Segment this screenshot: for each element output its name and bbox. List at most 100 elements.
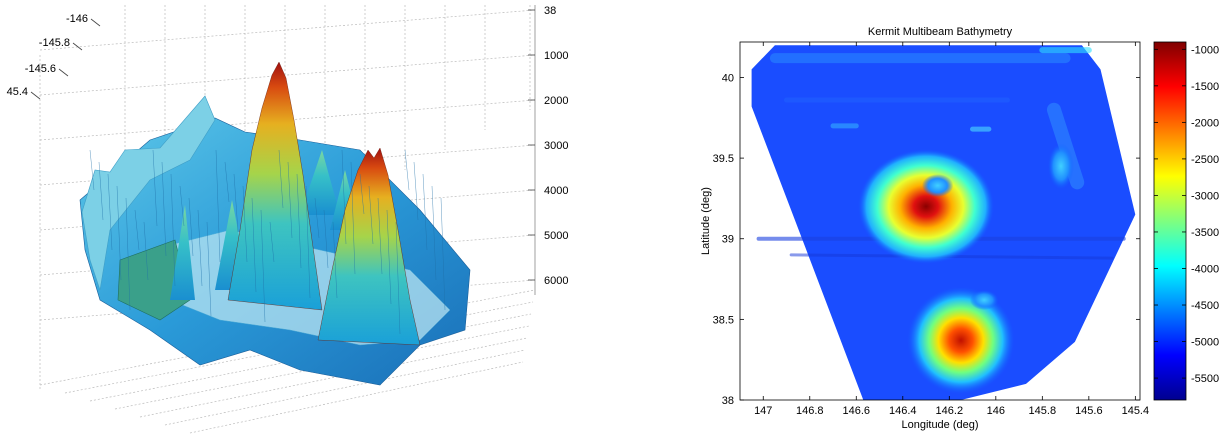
ridge-line <box>125 197 131 311</box>
grid-line <box>39 54 536 96</box>
ridge-line <box>305 185 311 299</box>
colorbar-tick-label: -2000 <box>1191 117 1219 129</box>
x-tick-label: 147 <box>754 405 772 417</box>
chart-title: Kermit Multibeam Bathymetry <box>868 26 1013 38</box>
ridge-line <box>296 173 302 269</box>
ridge-line <box>233 173 239 233</box>
y-axis-label: Latitude (deg) <box>700 187 712 255</box>
x-tick-mark <box>90 18 101 27</box>
colorbar-tick-label: -3500 <box>1191 227 1219 239</box>
z-tick-label: 5000 <box>544 230 568 242</box>
ridge-line <box>107 173 113 251</box>
x-tick-label: 145.8 <box>1029 405 1057 417</box>
z-tick-label: 2000 <box>544 95 568 107</box>
ridge-line <box>341 149 347 245</box>
colorbar-ticks: -1000 -1500 -2000 -2500 -3000 -3500 -4000 -4500… <box>1154 44 1219 385</box>
y-tick-label: 39 <box>722 234 734 246</box>
terrain-west-ridge <box>81 95 216 291</box>
bathymetry-feature <box>858 149 994 264</box>
x-tick-label: 146.8 <box>796 405 824 417</box>
ridge-line <box>242 185 248 263</box>
x-tick-label: 45.4 <box>7 86 28 98</box>
colorbar-tick-label: -2500 <box>1191 154 1219 166</box>
ridge-line <box>197 209 203 287</box>
x-tick-label: -145.8 <box>39 37 70 49</box>
bathymetry-features <box>858 143 1074 394</box>
y-tick-label: 38 <box>722 395 734 407</box>
ridge-line <box>143 221 149 281</box>
colorbar-tick-label: -1500 <box>1191 81 1219 93</box>
bathymetry-feature <box>907 286 1015 394</box>
ridge-line <box>431 185 437 281</box>
ridge-line <box>116 185 122 281</box>
ridge-line <box>152 149 158 227</box>
y-tick-label: 38.5 <box>713 314 734 326</box>
y-axis: 38 38.5 39 39.5 40 <box>713 72 1140 407</box>
ridge-line <box>287 161 293 239</box>
y-tick-label: 39.5 <box>713 153 734 165</box>
x-tick-label: 145.4 <box>1122 405 1150 417</box>
x-tick-label: -146 <box>66 13 88 25</box>
terrain-ridge-lines <box>89 149 446 335</box>
peak-south <box>317 147 421 346</box>
x-axis: 147 146.8 146.6 146.4 146.2 146 145.8 145.6 145.… <box>754 42 1149 417</box>
ridge-line <box>206 221 212 317</box>
colorbar-tick-label: -5000 <box>1191 337 1219 349</box>
grid-line <box>189 361 524 434</box>
x-tick-mark <box>72 42 83 51</box>
ridge-line <box>188 197 194 257</box>
z-tick-label: 38 <box>544 5 556 17</box>
x-tick-mark <box>30 91 41 100</box>
ridge-line <box>323 209 329 269</box>
x-tick-label: 146.6 <box>843 405 871 417</box>
grid-line <box>139 337 528 418</box>
surface-3d-plot: -146 -145.8 -145.6 45.4 38 1000 2000 3000 4000 50… <box>7 5 569 434</box>
ridge-line <box>89 149 95 191</box>
colorbar <box>1153 41 1187 401</box>
ridge-line <box>215 149 221 263</box>
small-peak-2 <box>300 150 340 215</box>
z-tick-label: 1000 <box>544 50 568 62</box>
ridge-line <box>224 161 230 203</box>
bathymetry-map: Kermit Multibeam Bathymetry 147 146.8 146.… <box>700 26 1219 431</box>
plot-frame <box>739 41 1141 401</box>
ridge-line <box>395 221 401 335</box>
bathymetry-feature <box>921 174 954 197</box>
colorbar-tick-label: -1000 <box>1191 44 1219 56</box>
ridge-line <box>161 161 167 257</box>
surface-3d-tick-labels: -146 -145.8 -145.6 45.4 38 1000 2000 3000 4000 50… <box>7 5 569 287</box>
colorbar-tick-label: -4000 <box>1191 263 1219 275</box>
ridge-line <box>260 209 266 323</box>
x-axis-label: Longitude (deg) <box>901 419 978 431</box>
colorbar-tick-label: -5500 <box>1191 373 1219 385</box>
peak-kermit <box>227 61 323 311</box>
x-tick-label: 146.4 <box>889 405 917 417</box>
z-tick-label: 4000 <box>544 185 568 197</box>
bathymetry-feature <box>1048 143 1074 190</box>
ridge-line <box>278 149 284 209</box>
x-tick-label: 146 <box>987 405 1005 417</box>
z-tick-label: 3000 <box>544 140 568 152</box>
ridge-line <box>332 221 338 299</box>
x-tick-label: 145.6 <box>1075 405 1103 417</box>
z-tick-label: 6000 <box>544 275 568 287</box>
x-tick-label: 146.2 <box>936 405 964 417</box>
grid-line <box>39 9 536 51</box>
ridge-line <box>170 173 176 287</box>
ridge-line <box>413 161 419 221</box>
ridge-line <box>134 209 140 251</box>
ridge-line <box>386 209 392 305</box>
x-tick-label: -145.6 <box>25 63 56 75</box>
ridge-line <box>368 185 374 245</box>
colorbar-tick-label: -4500 <box>1191 300 1219 312</box>
ridge-line <box>440 197 446 311</box>
y-tick-label: 40 <box>722 72 734 84</box>
colorbar-tick-label: -3000 <box>1191 190 1219 202</box>
x-tick-mark <box>58 68 69 77</box>
ridge-line <box>359 173 365 215</box>
small-peak-1 <box>170 205 195 300</box>
ridge-line <box>251 197 257 293</box>
grid-line <box>164 349 526 426</box>
